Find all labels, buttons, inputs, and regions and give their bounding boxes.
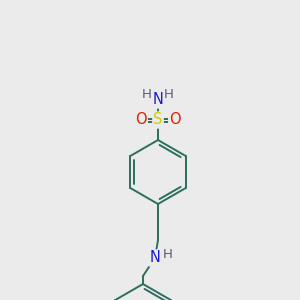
Text: S: S (153, 112, 163, 128)
Text: H: H (164, 88, 174, 100)
Text: H: H (163, 248, 173, 260)
Text: O: O (135, 112, 147, 128)
Text: O: O (169, 112, 181, 128)
Text: H: H (142, 88, 152, 100)
Text: N: N (153, 92, 164, 107)
Text: N: N (150, 250, 160, 266)
